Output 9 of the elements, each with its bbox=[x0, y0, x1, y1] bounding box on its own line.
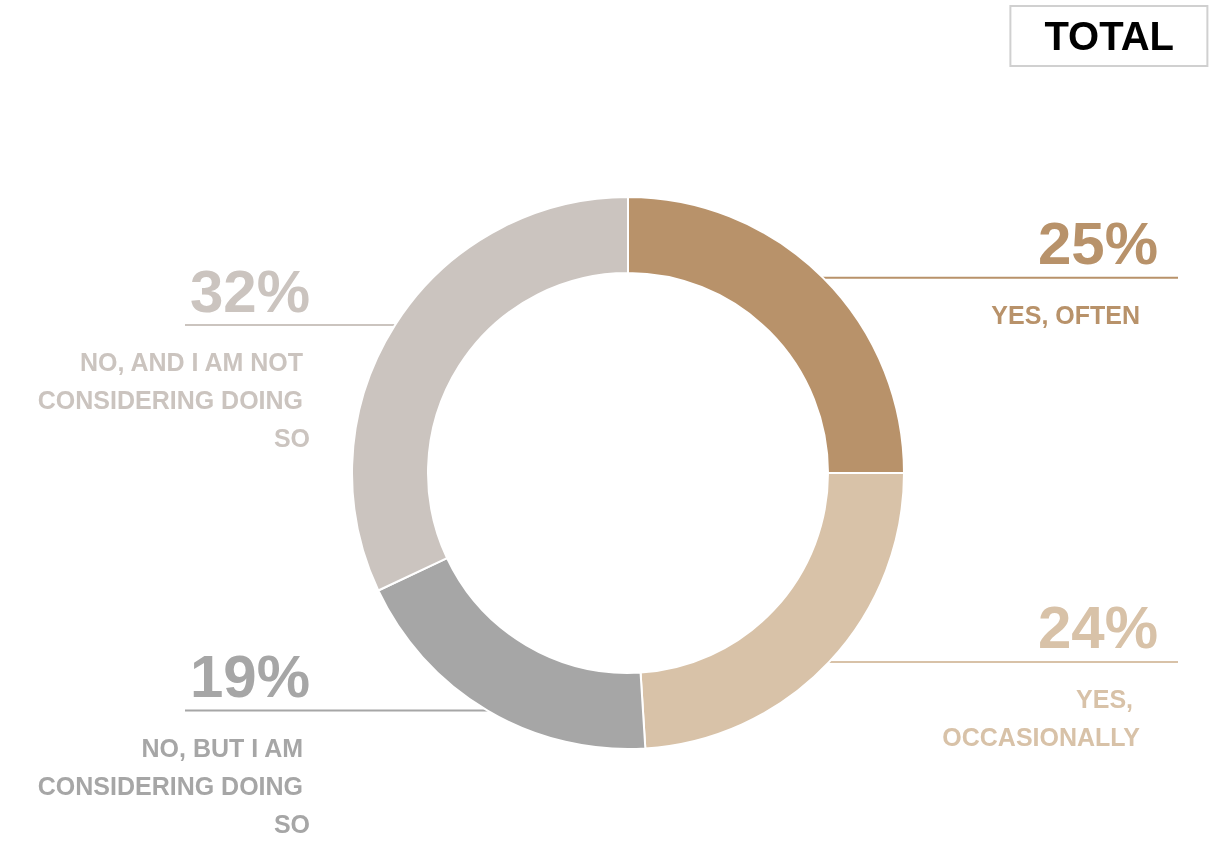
data-label: 19% bbox=[189, 643, 310, 711]
data-label: 24% bbox=[1037, 594, 1158, 662]
slice-label: NO, BUT I AM CONSIDERING DOING SO bbox=[37, 733, 310, 838]
slice-label: YES, OCCASIONALLY bbox=[942, 684, 1141, 751]
chart-title: TOTAL bbox=[1044, 14, 1174, 58]
slice-label: NO, AND I AM NOT CONSIDERING DOING SO bbox=[37, 348, 310, 453]
slice-label: YES, OFTEN bbox=[991, 300, 1140, 329]
data-label: 32% bbox=[189, 257, 310, 325]
data-label: 25% bbox=[1037, 210, 1158, 278]
